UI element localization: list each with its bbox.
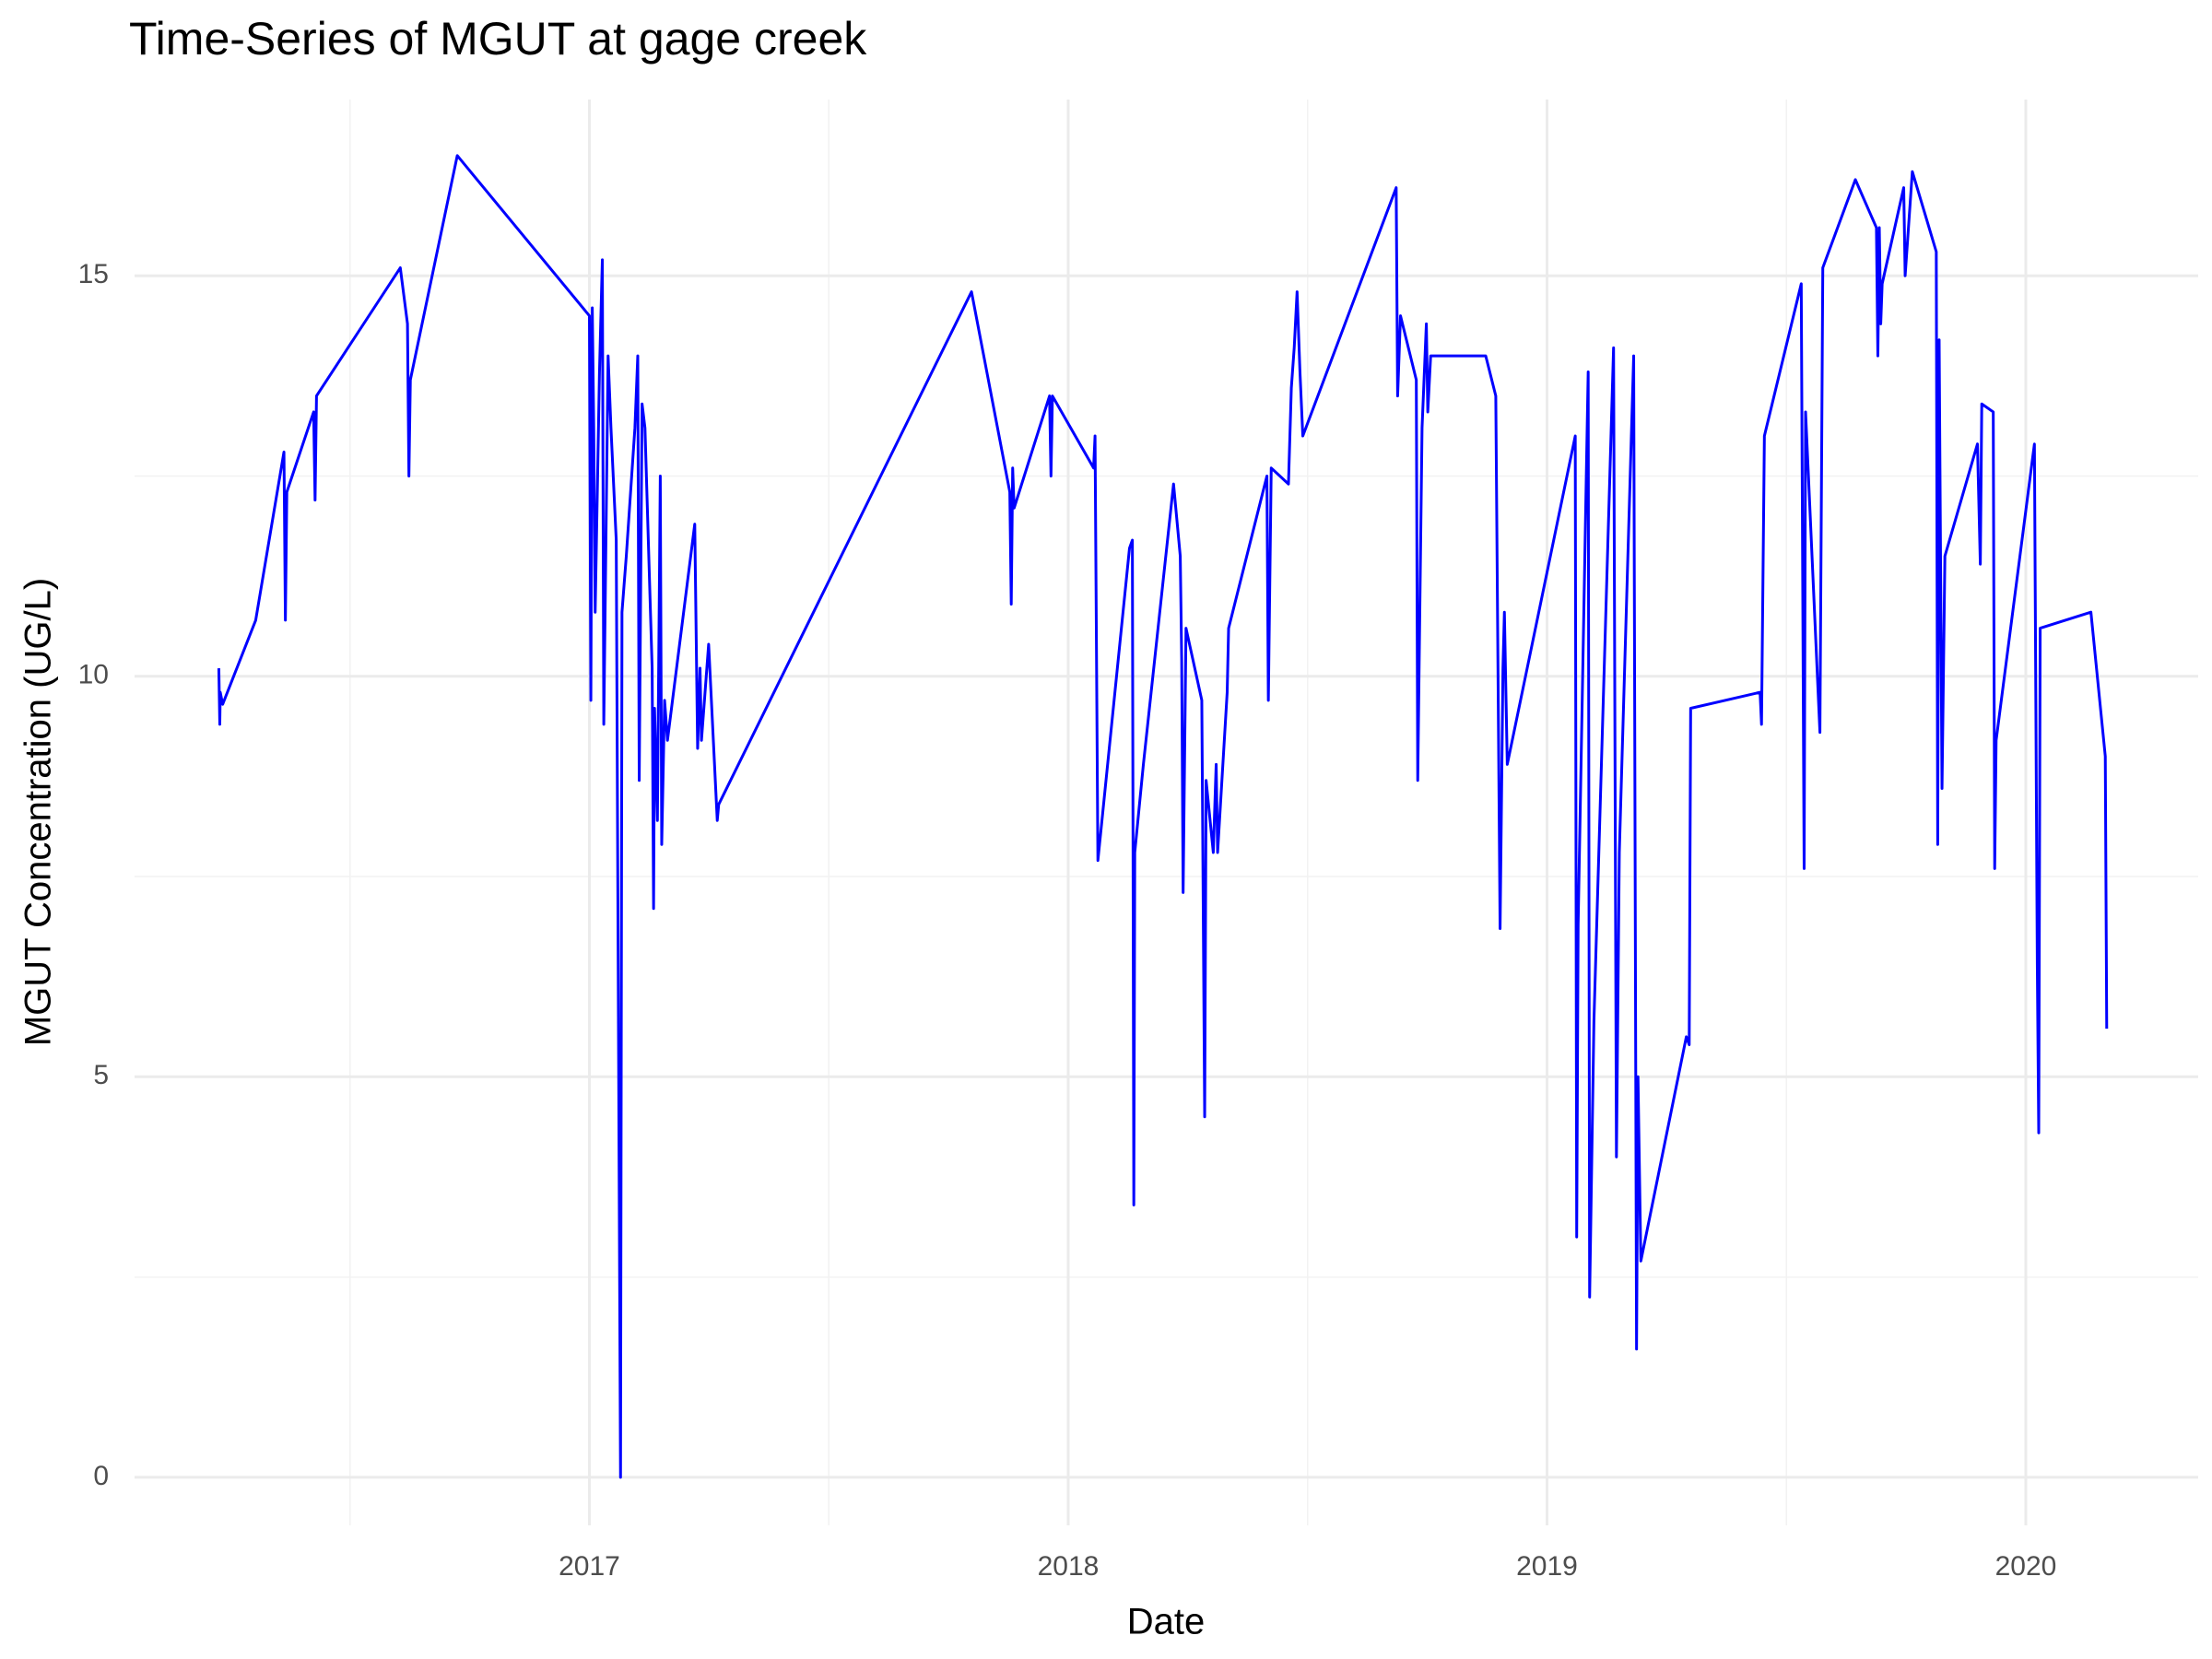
y-tick-label: 10: [78, 660, 109, 690]
chart-title: Time-Series of MGUT at gage creek: [129, 13, 867, 65]
y-tick-label: 5: [93, 1060, 109, 1090]
x-tick-label: 2019: [1516, 1551, 1578, 1582]
y-tick-label: 0: [93, 1461, 109, 1491]
y-tick-label: 15: [78, 259, 109, 289]
data-line: [217, 154, 2109, 1479]
y-axis-title: MGUT Concentration (UG/L): [18, 578, 59, 1046]
x-tick-label: 2020: [1995, 1551, 2057, 1582]
x-tick-label: 2017: [559, 1551, 620, 1582]
x-axis-title: Date: [1127, 1602, 1206, 1642]
x-tick-label: 2018: [1038, 1551, 1100, 1582]
